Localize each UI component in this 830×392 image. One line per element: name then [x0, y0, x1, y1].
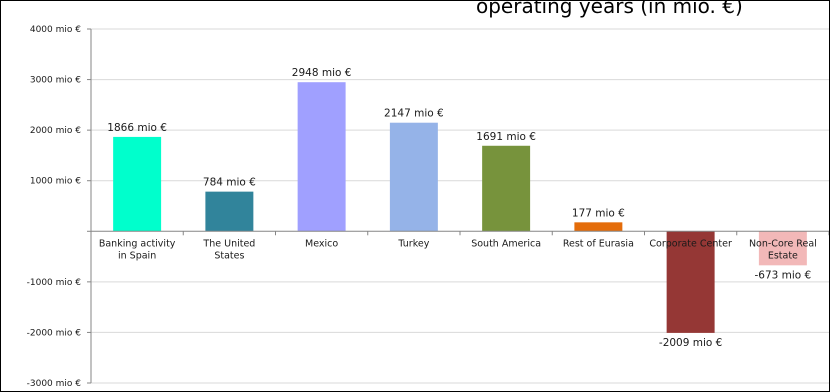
bar — [389, 122, 438, 232]
y-tick-label: -1000 mio € — [27, 278, 82, 288]
category-label-line: States — [214, 250, 244, 261]
category-label-line: Banking activity — [99, 238, 176, 249]
bar — [297, 82, 346, 232]
category-label-line: The United — [202, 238, 255, 249]
category-label-line: Estate — [768, 250, 798, 261]
data-label: -2009 mio € — [659, 337, 722, 349]
bar — [666, 231, 715, 333]
bar — [113, 136, 162, 232]
data-label: 1691 mio € — [476, 131, 536, 143]
category-label: The United States — [202, 238, 255, 261]
category-label: South America — [471, 238, 541, 249]
y-tick-label: 1000 mio € — [30, 177, 81, 187]
y-tick-label: 3000 mio € — [30, 76, 81, 86]
bar — [574, 222, 623, 232]
category-label-line: Corporate Center — [649, 238, 732, 249]
category-label: Non-Core Real Estate — [749, 238, 817, 261]
data-label: 177 mio € — [572, 207, 625, 219]
y-tick-label: -3000 mio € — [27, 379, 82, 389]
category-label: Corporate Center — [649, 238, 732, 249]
bar — [482, 145, 531, 232]
data-label: 2948 mio € — [292, 67, 352, 79]
bar — [758, 231, 807, 266]
category-label-line: Rest of Eurasia — [563, 238, 634, 249]
y-tick-label: -2000 mio € — [27, 328, 82, 338]
y-tick-label: 2000 mio € — [30, 126, 81, 136]
category-label-line: in Spain — [118, 250, 156, 261]
y-tick-label: 4000 mio € — [30, 25, 81, 35]
category-label-line: South America — [471, 238, 541, 249]
category-label-line: Non-Core Real — [749, 238, 817, 249]
category-label-line: Turkey — [397, 238, 429, 249]
category-label: Rest of Eurasia — [563, 238, 634, 249]
category-label-line: Mexico — [305, 238, 338, 249]
category-label: Banking activity in Spain — [99, 238, 176, 261]
data-label: 1866 mio € — [107, 122, 167, 134]
category-label: Mexico — [305, 238, 338, 249]
data-label: -673 mio € — [754, 269, 811, 281]
bar — [205, 191, 254, 232]
data-label: 2147 mio € — [384, 108, 444, 120]
chart-title: operating years (in mio. €) — [476, 0, 743, 18]
data-label: 784 mio € — [203, 177, 256, 189]
category-label: Turkey — [397, 238, 429, 249]
